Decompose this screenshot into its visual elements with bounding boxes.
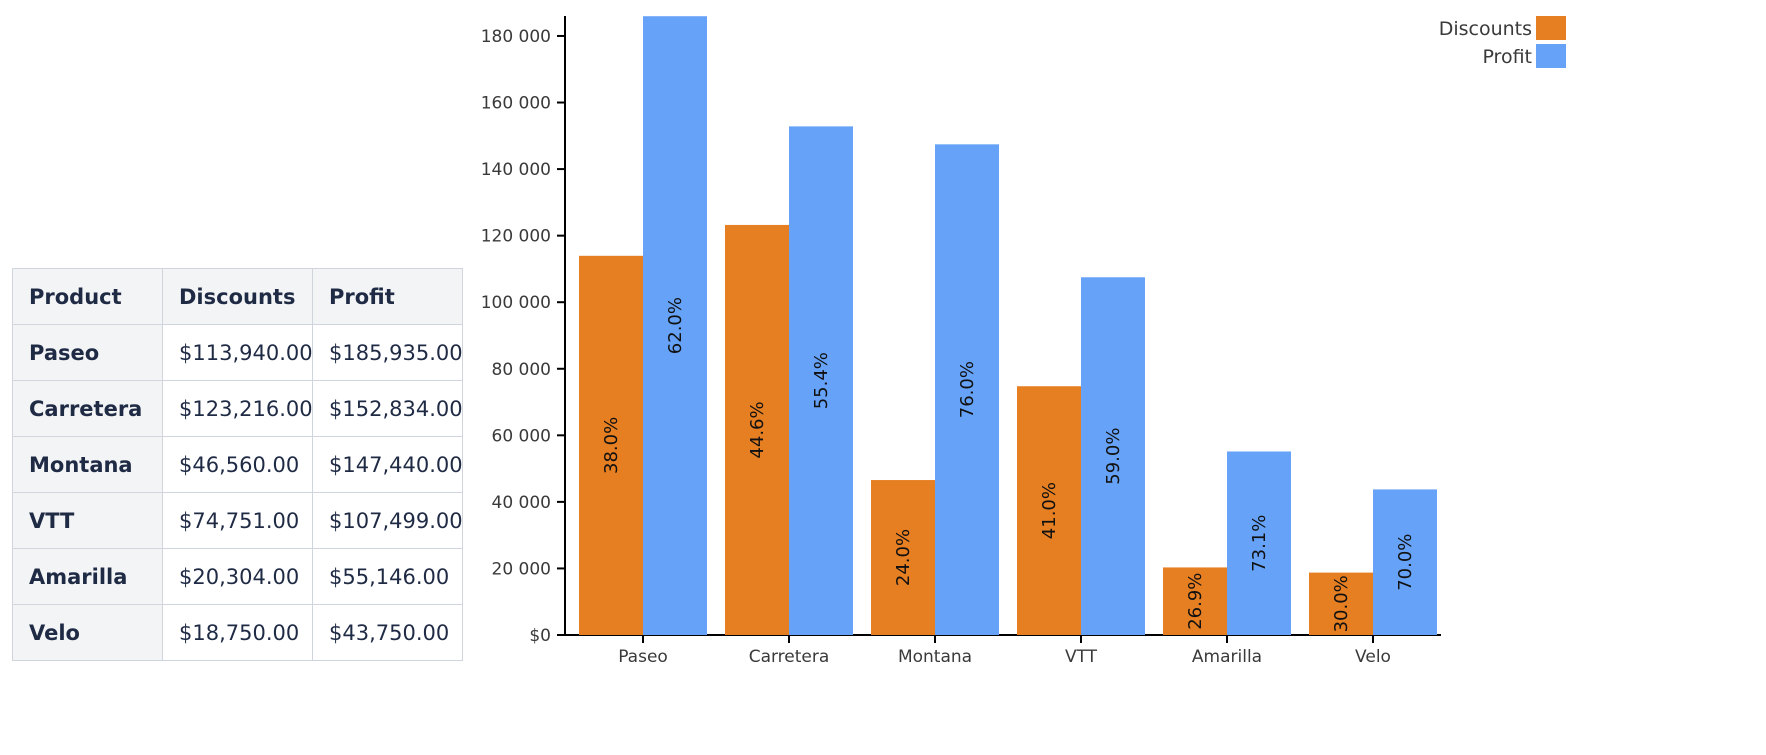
- bar-profit: [789, 126, 853, 635]
- bar-value-label: 70.0%: [1395, 534, 1416, 591]
- y-tick-label: 160 000: [481, 94, 551, 114]
- cell-discounts: $123,216.00: [162, 380, 313, 437]
- cell-discounts: $18,750.00: [162, 604, 313, 661]
- bar-profit: [1081, 277, 1145, 635]
- data-table: Product Discounts Profit Paseo $113,940.…: [12, 268, 463, 661]
- y-tick-label: 100 000: [481, 293, 551, 313]
- bar-discounts: [871, 480, 935, 635]
- y-tick-label: 180 000: [481, 27, 551, 47]
- bar-discounts: [579, 255, 643, 636]
- bar-value-label: 24.0%: [893, 529, 914, 586]
- cell-profit: $55,146.00: [312, 548, 463, 605]
- x-tick-label: Paseo: [618, 647, 668, 667]
- x-tick-label: Carretera: [749, 647, 830, 667]
- y-tick-label: 60 000: [492, 426, 551, 446]
- bar-value-label: 59.0%: [1103, 428, 1124, 485]
- legend-label: Profit: [1482, 46, 1532, 68]
- y-tick-label: 140 000: [481, 160, 551, 180]
- bar-profit: [643, 16, 707, 636]
- x-tick-label: Amarilla: [1192, 647, 1262, 667]
- row-header-product: Paseo: [12, 324, 163, 381]
- cell-profit: $147,440.00: [312, 436, 463, 493]
- row-header-product: Carretera: [12, 380, 163, 437]
- bar-profit: [1373, 489, 1437, 635]
- column-header-product: Product: [12, 268, 163, 325]
- bar-profit: [935, 144, 999, 635]
- bar-value-label: 30.0%: [1331, 575, 1352, 632]
- y-tick-label: 80 000: [492, 360, 551, 380]
- y-tick-label: 20 000: [492, 559, 551, 579]
- legend: Discounts Profit: [1439, 16, 1566, 68]
- bar-profit: [1227, 451, 1291, 635]
- x-tick-label: Velo: [1355, 647, 1391, 667]
- y-axis: $0 20 000 40 000 60 000 80 000 100 000 120 000…: [481, 16, 566, 646]
- legend-label: Discounts: [1439, 18, 1532, 40]
- y-tick-label: 40 000: [492, 493, 551, 513]
- y-tick-label: $0: [529, 626, 551, 646]
- bar-value-label: 41.0%: [1039, 482, 1060, 539]
- legend-swatch: [1536, 16, 1566, 40]
- table-row: Montana $46,560.00 $147,440.00: [12, 436, 463, 493]
- cell-discounts: $46,560.00: [162, 436, 313, 493]
- bar-value-label: 76.0%: [957, 361, 978, 418]
- legend-swatch: [1536, 44, 1566, 68]
- bars: 38.0% 62.0% 44.6% 55.4% 24.0% 76.0% 41.0% 59.0%…: [579, 16, 1437, 636]
- table-row: VTT $74,751.00 $107,499.00: [12, 492, 463, 549]
- bar-value-label: 26.9%: [1185, 573, 1206, 630]
- bar-value-label: 38.0%: [601, 417, 622, 474]
- table-row: Paseo $113,940.00 $185,935.00: [12, 324, 463, 381]
- x-axis: Paseo Carretera Montana VTT Amarilla Velo: [565, 634, 1441, 667]
- bar-discounts: [1163, 567, 1227, 635]
- row-header-product: VTT: [12, 492, 163, 549]
- bar-value-label: 55.4%: [811, 352, 832, 409]
- x-tick-label: Montana: [898, 647, 972, 667]
- x-tick-label: VTT: [1065, 647, 1098, 667]
- table-row: Amarilla $20,304.00 $55,146.00: [12, 548, 463, 605]
- row-header-product: Montana: [12, 436, 163, 493]
- bar-discounts: [1309, 572, 1373, 635]
- bar-discounts: [1017, 386, 1081, 635]
- bar-value-label: 62.0%: [665, 297, 686, 354]
- bar-value-label: 73.1%: [1249, 515, 1270, 572]
- table-header-row: Product Discounts Profit: [12, 268, 463, 325]
- table-row: Velo $18,750.00 $43,750.00: [12, 604, 463, 661]
- cell-discounts: $113,940.00: [162, 324, 313, 381]
- cell-profit: $107,499.00: [312, 492, 463, 549]
- y-tick-label: 120 000: [481, 227, 551, 247]
- row-header-product: Velo: [12, 604, 163, 661]
- cell-discounts: $74,751.00: [162, 492, 313, 549]
- row-header-product: Amarilla: [12, 548, 163, 605]
- cell-profit: $43,750.00: [312, 604, 463, 661]
- bar-value-label: 44.6%: [747, 401, 768, 458]
- bar-discounts: [725, 224, 789, 636]
